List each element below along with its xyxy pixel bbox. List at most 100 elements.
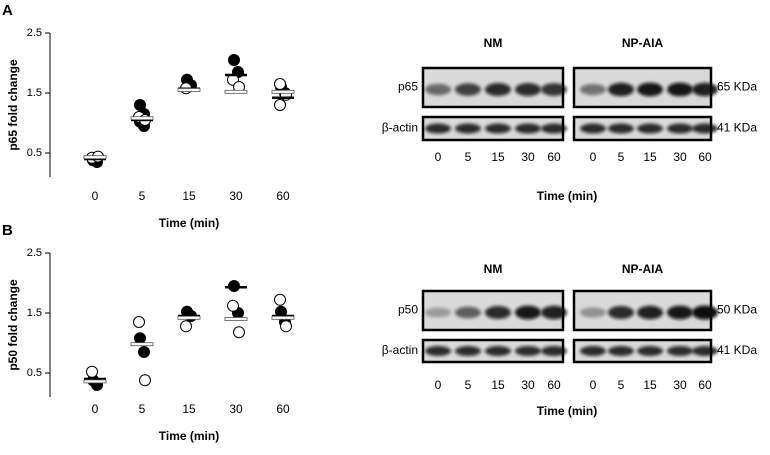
blot-band bbox=[580, 307, 606, 318]
row-label: p65 bbox=[398, 80, 418, 94]
data-point bbox=[280, 320, 292, 333]
x-tick-label: 5 bbox=[139, 402, 146, 416]
lane-label: 0 bbox=[435, 150, 442, 164]
x-tick-label: 30 bbox=[229, 402, 243, 416]
size-label: 41 KDa bbox=[717, 121, 757, 135]
blot-band bbox=[580, 123, 606, 134]
lane-label: 0 bbox=[435, 378, 442, 392]
lane-label: 5 bbox=[618, 150, 625, 164]
row-label: p50 bbox=[398, 303, 418, 317]
group-title: NP-AIA bbox=[622, 262, 664, 276]
data-point bbox=[86, 365, 98, 378]
x-axis-label: Time (min) bbox=[159, 216, 219, 230]
lane-label: 5 bbox=[618, 378, 625, 392]
mean-line bbox=[177, 315, 201, 320]
lane-label: 15 bbox=[491, 378, 505, 392]
data-point bbox=[138, 346, 150, 358]
blot-band bbox=[692, 123, 718, 134]
blot-band bbox=[455, 346, 481, 356]
x-axis-label: Time (min) bbox=[537, 404, 597, 418]
blot-band bbox=[515, 346, 541, 356]
y-tick-label: 1.5 bbox=[27, 307, 42, 319]
x-tick-label: 0 bbox=[92, 402, 99, 416]
lane-label: 5 bbox=[465, 378, 472, 392]
data-point bbox=[274, 99, 286, 111]
lane-label: 15 bbox=[643, 150, 657, 164]
blot-band bbox=[608, 82, 634, 97]
group-title: NP-AIA bbox=[622, 36, 664, 50]
blot-band bbox=[485, 123, 511, 134]
y-tick-label: 0.5 bbox=[27, 147, 42, 159]
x-axis-label: Time (min) bbox=[537, 189, 597, 203]
blot-band bbox=[637, 305, 663, 320]
x-tick-label: 30 bbox=[229, 189, 243, 203]
blot-band bbox=[485, 346, 511, 356]
blot-band bbox=[541, 83, 567, 96]
blot-band bbox=[667, 305, 693, 320]
blot-band bbox=[515, 305, 541, 320]
blot-band bbox=[425, 123, 451, 134]
y-tick-label: 2.5 bbox=[27, 27, 42, 39]
data-point bbox=[274, 78, 286, 90]
blot-band bbox=[425, 83, 451, 96]
blot-band bbox=[425, 346, 451, 356]
lane-label: 15 bbox=[643, 378, 657, 392]
panel-label: A bbox=[2, 2, 13, 19]
x-tick-label: 60 bbox=[276, 189, 290, 203]
lane-label: 15 bbox=[491, 150, 505, 164]
lane-label: 0 bbox=[590, 378, 597, 392]
y-tick-label: 0.5 bbox=[27, 367, 42, 379]
blot-band bbox=[580, 346, 606, 356]
x-tick-label: 15 bbox=[182, 402, 196, 416]
blot-band bbox=[485, 82, 511, 97]
blot-band bbox=[667, 346, 693, 356]
blot-band bbox=[608, 346, 634, 356]
blot-band bbox=[580, 84, 606, 95]
y-axis-label: p65 fold change bbox=[6, 59, 20, 151]
blot-band bbox=[455, 306, 481, 319]
row-label: β-actin bbox=[382, 121, 418, 135]
mean-line bbox=[224, 317, 248, 321]
lane-label: 30 bbox=[521, 150, 535, 164]
mean-line bbox=[130, 116, 154, 121]
row-label: β-actin bbox=[382, 343, 418, 357]
group-title: NM bbox=[484, 36, 503, 50]
blot-band bbox=[608, 305, 634, 320]
data-point bbox=[134, 332, 146, 345]
data-point bbox=[228, 54, 240, 66]
mean-line bbox=[83, 379, 107, 384]
panel-label: B bbox=[2, 222, 13, 239]
blot-band bbox=[515, 123, 541, 134]
mean-line bbox=[224, 89, 248, 94]
mean-line bbox=[271, 315, 295, 320]
mean-line bbox=[130, 342, 154, 347]
y-axis-label: p50 fold change bbox=[6, 279, 20, 371]
x-tick-label: 0 bbox=[92, 189, 99, 203]
lane-label: 60 bbox=[698, 378, 712, 392]
group-title: NM bbox=[484, 262, 503, 276]
lane-label: 60 bbox=[547, 150, 561, 164]
blot-band bbox=[608, 123, 634, 134]
x-axis-label: Time (min) bbox=[159, 429, 219, 443]
lane-label: 30 bbox=[673, 150, 687, 164]
blot-band bbox=[541, 305, 567, 320]
blot-band bbox=[692, 305, 718, 320]
x-tick-label: 60 bbox=[276, 402, 290, 416]
mean-line bbox=[177, 88, 201, 92]
x-tick-label: 5 bbox=[139, 189, 146, 203]
blot-band bbox=[667, 82, 693, 97]
blot-band bbox=[515, 82, 541, 97]
data-point bbox=[139, 374, 151, 387]
blot-band bbox=[637, 82, 663, 97]
x-tick-label: 15 bbox=[182, 189, 196, 203]
data-point bbox=[274, 293, 286, 306]
size-label: 65 KDa bbox=[717, 80, 757, 94]
lane-label: 60 bbox=[698, 150, 712, 164]
size-label: 50 KDa bbox=[717, 303, 757, 317]
y-tick-label: 1.5 bbox=[27, 87, 42, 99]
data-point bbox=[180, 320, 192, 333]
y-tick-label: 2.5 bbox=[27, 247, 42, 259]
blot-band bbox=[692, 346, 718, 356]
mean-line bbox=[83, 155, 107, 160]
